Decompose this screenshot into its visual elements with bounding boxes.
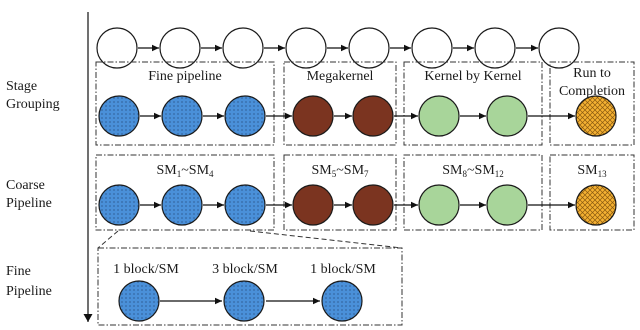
- kernel-by-kernel-stage-node: [486, 95, 528, 137]
- coarse-stage-node: [418, 184, 460, 226]
- stage-grouping-row: Fine pipeline Megakernel Kernel by Kerne…: [95, 61, 635, 146]
- fine-pipeline-box: [97, 247, 403, 326]
- coarse-pipeline-row: SM1~SM4 SM5~SM7 SM8~SM12 SM13: [95, 154, 635, 231]
- fine-pipeline-row: 1 block/SM 3 block/SM 1 block/SM: [97, 247, 403, 326]
- stage-node: [159, 27, 201, 69]
- stage-node: [411, 27, 453, 69]
- row-label-stage-2: Grouping: [6, 97, 60, 112]
- group-label-run-to-completion-1: Run to: [573, 66, 611, 81]
- fine-label-1: 1 block/SM: [113, 262, 179, 277]
- stage-node: [474, 27, 516, 69]
- coarse-stage-node: [486, 184, 528, 226]
- zoom-connector-right: [249, 230, 403, 249]
- group-box-fine-pipeline: [95, 61, 275, 146]
- stage-node: [285, 27, 327, 69]
- stage-node: [96, 27, 138, 69]
- coarse-stage-node: [352, 184, 394, 226]
- fine-stage-node: [118, 280, 160, 322]
- sm-range-label-4: SM13: [577, 163, 607, 179]
- stage-node: [222, 27, 264, 69]
- fine-pipeline-stage-node: [161, 95, 203, 137]
- sm-range-label-2: SM5~SM7: [311, 163, 369, 179]
- fine-label-3: 1 block/SM: [310, 262, 376, 277]
- group-label-fine-pipeline: Fine pipeline: [148, 69, 222, 84]
- coarse-stage-node: [161, 184, 203, 226]
- row-label-coarse-2: Pipeline: [6, 196, 52, 211]
- kernel-by-kernel-stage-node: [418, 95, 460, 137]
- coarse-box-sm1-4: [95, 154, 275, 231]
- fine-pipeline-stage-node: [224, 95, 266, 137]
- coarse-box-sm8-12: [403, 154, 543, 231]
- fine-stage-node: [223, 280, 265, 322]
- row-label-fine-2: Pipeline: [6, 284, 52, 299]
- group-box-run-to-completion: [549, 61, 635, 146]
- group-label-run-to-completion-2: Completion: [559, 84, 625, 99]
- group-box-kernel-by-kernel: [403, 61, 543, 146]
- fine-pipeline-stage-node: [98, 95, 140, 137]
- fine-stage-node: [321, 280, 363, 322]
- stage-node: [538, 27, 580, 69]
- group-label-kernel-by-kernel: Kernel by Kernel: [424, 69, 521, 84]
- megakernel-stage-node: [352, 95, 394, 137]
- coarse-box-sm5-7: [283, 154, 397, 231]
- top-chain: [96, 27, 580, 69]
- group-box-megakernel: [283, 61, 397, 146]
- run-to-completion-stage-node: [575, 95, 617, 137]
- coarse-stage-node: [224, 184, 266, 226]
- megakernel-stage-node: [292, 95, 334, 137]
- stage-node: [348, 27, 390, 69]
- zoom-connector-left: [97, 230, 119, 249]
- row-label-coarse-1: Coarse: [6, 178, 45, 193]
- coarse-stage-node: [98, 184, 140, 226]
- coarse-box-sm13: [549, 154, 635, 231]
- group-label-megakernel: Megakernel: [307, 69, 374, 84]
- coarse-stage-node: [292, 184, 334, 226]
- sm-range-label-3: SM8~SM12: [442, 163, 504, 179]
- row-label-fine-1: Fine: [6, 264, 31, 279]
- sm-range-label-1: SM1~SM4: [156, 163, 214, 179]
- coarse-stage-node: [575, 184, 617, 226]
- row-label-stage-1: Stage: [6, 79, 37, 94]
- fine-label-2: 3 block/SM: [212, 262, 278, 277]
